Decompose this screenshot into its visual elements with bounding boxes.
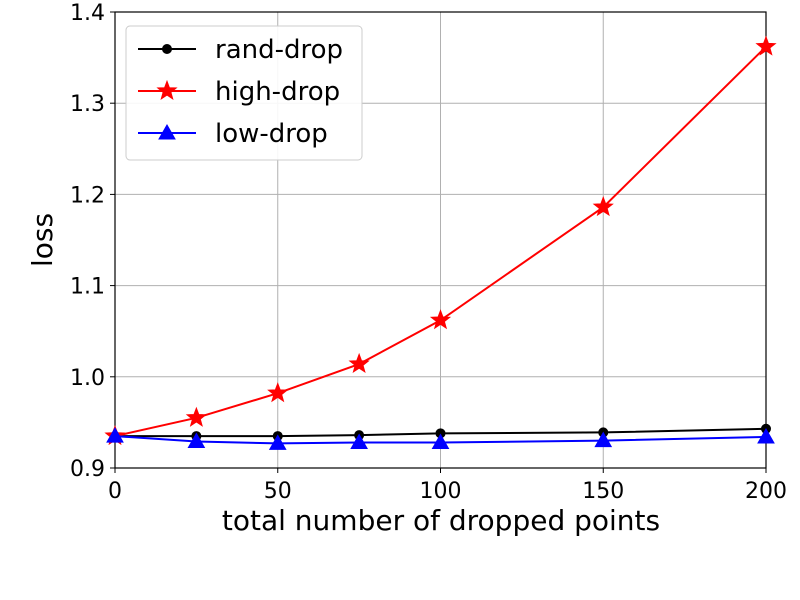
legend-marker	[156, 79, 178, 101]
data-point-low-drop	[757, 427, 775, 444]
y-tick-label: 1.3	[70, 92, 105, 117]
series-layer	[104, 35, 777, 450]
data-point-low-drop	[431, 433, 450, 449]
legend-label: rand-drop	[215, 35, 343, 65]
y-axis-label: loss	[26, 213, 59, 267]
data-point-high-drop	[429, 309, 452, 330]
x-tick-label: 200	[745, 479, 787, 504]
legend-label: high-drop	[215, 77, 340, 107]
legend-marker	[158, 123, 176, 140]
x-axis-label: total number of dropped points	[222, 504, 660, 537]
data-point-low-drop	[268, 434, 287, 450]
data-point-low-drop	[350, 433, 368, 449]
data-point-low-drop	[187, 432, 206, 449]
y-tick-label: 1.0	[70, 366, 105, 391]
legend-entry-low-drop: low-drop	[138, 119, 328, 149]
y-tick-label: 1.4	[70, 1, 105, 26]
legend-entry-high-drop: high-drop	[138, 77, 340, 107]
legend-label: low-drop	[215, 119, 328, 149]
x-tick-label: 100	[420, 479, 462, 504]
y-tick-label: 0.9	[70, 457, 105, 482]
y-tick-label: 1.2	[70, 183, 105, 208]
data-point-high-drop	[348, 352, 370, 374]
x-tick-label: 50	[264, 479, 292, 504]
x-tick-label: 150	[582, 479, 624, 504]
series-low-drop	[106, 427, 775, 450]
data-point-low-drop	[594, 431, 613, 448]
series-high-drop	[104, 35, 777, 446]
legend-entry-rand-drop: rand-drop	[138, 35, 343, 65]
legend: rand-drop high-drop low-drop	[125, 25, 363, 161]
legend-box	[125, 25, 363, 161]
data-point-high-drop	[592, 196, 614, 217]
data-point-high-drop	[185, 406, 207, 427]
legend-marker	[162, 44, 172, 54]
x-tick-label: 0	[108, 479, 122, 504]
y-tick-label: 1.1	[70, 275, 105, 300]
data-point-low-drop	[106, 427, 124, 443]
data-point-high-drop	[267, 382, 289, 403]
ticks: 0 50 100 150 200 0.9 1.0 1.1 1.2 1.3 1.4	[70, 1, 787, 504]
data-point-high-drop	[755, 35, 777, 56]
